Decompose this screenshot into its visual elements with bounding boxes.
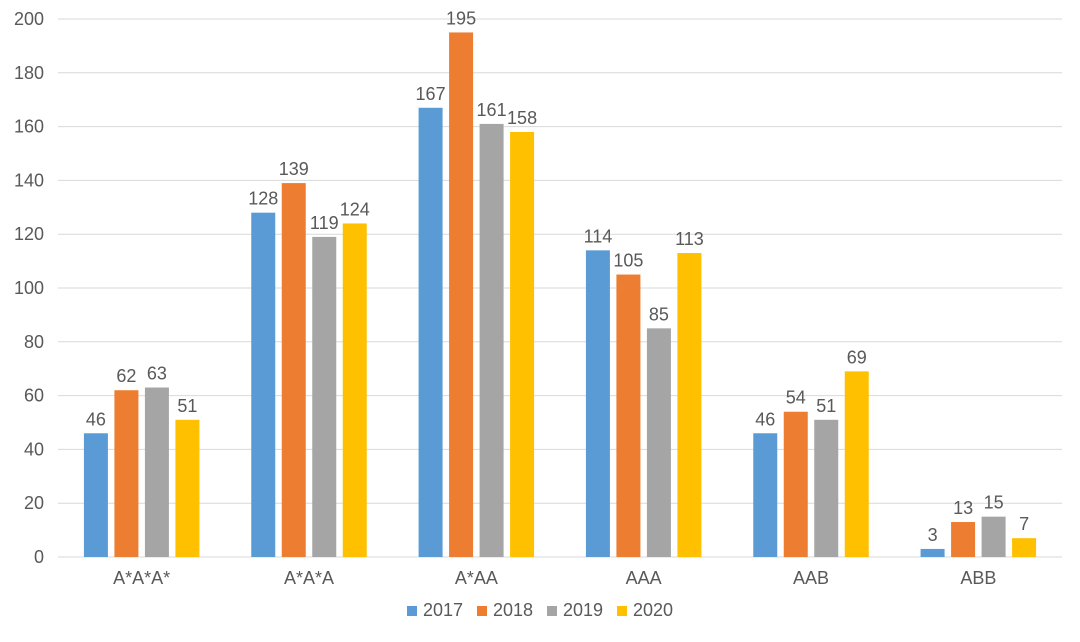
x-tick-label: A*AA [455, 568, 498, 588]
bar-2018-0 [114, 390, 139, 557]
y-tick-label: 100 [14, 278, 44, 298]
data-label: 113 [675, 229, 704, 249]
data-label: 195 [446, 8, 476, 28]
y-tick-label: 20 [24, 493, 44, 513]
legend-label: 2020 [633, 600, 673, 620]
data-label: 124 [340, 199, 370, 219]
x-tick-label: A*A*A [284, 568, 334, 588]
legend-swatch [477, 606, 487, 616]
legend-label: 2019 [563, 600, 603, 620]
y-tick-label: 160 [14, 117, 44, 137]
legend-label: 2017 [423, 600, 463, 620]
data-label: 114 [584, 226, 613, 246]
bar-2020-0 [175, 419, 200, 557]
bar-2018-5 [951, 522, 976, 557]
data-label: 54 [786, 388, 806, 408]
y-tick-label: 80 [24, 332, 44, 352]
y-tick-label: 200 [14, 9, 44, 29]
gridlines [58, 18, 1062, 558]
bar-2020-2 [510, 131, 535, 558]
data-label: 62 [116, 366, 136, 386]
x-tick-label: AAA [626, 568, 662, 588]
data-label: 69 [847, 347, 867, 367]
bar-2017-1 [251, 212, 276, 557]
y-tick-label: 60 [24, 386, 44, 406]
data-label: 167 [416, 84, 446, 104]
data-label: 51 [816, 396, 836, 416]
data-label: 85 [649, 304, 669, 324]
data-label: 3 [928, 525, 938, 545]
bar-2017-2 [418, 107, 443, 558]
y-tick-label: 40 [24, 439, 44, 459]
data-label: 158 [507, 108, 537, 128]
legend-label: 2018 [493, 600, 533, 620]
legend-item-2018: 2018 [477, 600, 533, 620]
y-tick-label: 140 [14, 170, 44, 190]
bar-2018-1 [281, 183, 306, 557]
bar-2018-2 [449, 32, 474, 557]
bar-2020-3 [677, 253, 702, 557]
legend-item-2017: 2017 [407, 600, 463, 620]
x-tick-label: AAB [793, 568, 829, 588]
legend-item-2019: 2019 [547, 600, 603, 620]
data-label: 46 [86, 409, 106, 429]
data-label: 51 [177, 396, 197, 416]
legend-swatch [617, 606, 627, 616]
bar-2018-4 [783, 411, 808, 557]
data-label: 46 [755, 409, 775, 429]
bars [83, 32, 1037, 558]
legend-swatch [407, 606, 417, 616]
bar-2019-1 [312, 236, 337, 557]
bar-2019-3 [646, 328, 671, 557]
data-label: 7 [1019, 514, 1029, 534]
bar-2017-0 [83, 433, 108, 557]
data-label: 128 [248, 189, 278, 209]
y-axis-ticks: 0 20 40 60 80 100 120 140 160 180 200 [14, 9, 44, 567]
data-label: 13 [953, 498, 973, 518]
bar-2019-2 [479, 123, 504, 557]
data-label: 105 [613, 251, 643, 271]
y-tick-label: 120 [14, 224, 44, 244]
data-label: 15 [984, 493, 1004, 513]
bar-2019-4 [814, 419, 839, 557]
bar-2020-1 [342, 223, 367, 557]
legend-swatch [547, 606, 557, 616]
bar-2020-4 [844, 371, 869, 557]
y-tick-label: 0 [34, 547, 44, 567]
data-label: 139 [279, 159, 309, 179]
y-tick-label: 180 [14, 63, 44, 83]
bar-2018-3 [616, 274, 641, 557]
bar-2017-3 [585, 250, 610, 557]
bar-2019-0 [144, 387, 169, 557]
data-label: 119 [310, 213, 339, 233]
bar-2019-5 [981, 516, 1006, 557]
bar-2017-5 [920, 548, 945, 557]
bar-2017-4 [753, 433, 778, 557]
bar-2020-5 [1012, 538, 1037, 557]
x-tick-label: A*A*A* [113, 568, 170, 588]
legend-item-2020: 2020 [617, 600, 673, 620]
data-label: 63 [147, 364, 167, 384]
x-tick-label: ABB [960, 568, 996, 588]
data-label: 161 [477, 100, 507, 120]
x-axis-ticks: A*A*A* A*A*A A*AA AAA AAB ABB [113, 568, 996, 588]
legend: 2017 2018 2019 2020 [407, 600, 673, 620]
